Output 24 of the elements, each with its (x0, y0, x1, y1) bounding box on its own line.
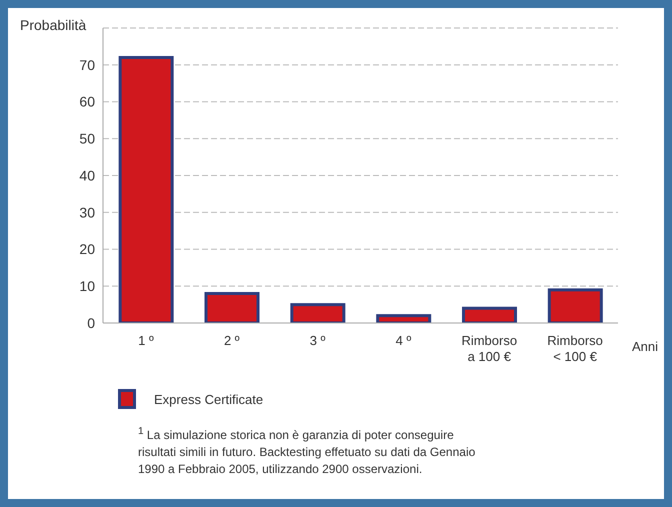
bar (204, 292, 260, 323)
y-tick-label: 0 (87, 314, 96, 331)
y-tick-label: 60 (79, 94, 96, 110)
bar (376, 314, 432, 323)
bar (118, 56, 174, 323)
legend-label: Express Certificate (154, 392, 264, 406)
y-tick-label: 10 (79, 278, 96, 294)
x-tick-label: 2 º (224, 333, 240, 348)
x-tick-label: 3 º (310, 333, 326, 348)
y-tick-label: 20 (79, 241, 96, 258)
x-axis-title: Anni (632, 339, 658, 354)
y-tick-label: 50 (79, 130, 96, 147)
x-tick-label: 4 º (396, 333, 412, 348)
x-tick-label: Rimborso < 100 € (547, 333, 603, 364)
y-tick-label: 30 (79, 204, 96, 220)
y-tick-label: 70 (79, 56, 96, 73)
bar (290, 303, 346, 323)
x-tick-label: 1 º (138, 333, 154, 348)
bar (462, 306, 517, 323)
text: $^{1}$ La simulazione storica non è garanzia di poter conseguire risultati simili in futuro. Backtesting effetuato su dati da Gennaio 1990 a Febbraio 2005, utilizzando 2900 osservazioni. (138, 425, 476, 478)
bar (548, 288, 603, 323)
y-tick-label: 40 (79, 167, 96, 184)
x-tick-label: Rimborso a 100 € (461, 333, 518, 364)
y-axis-title: Probabilità (20, 16, 86, 33)
